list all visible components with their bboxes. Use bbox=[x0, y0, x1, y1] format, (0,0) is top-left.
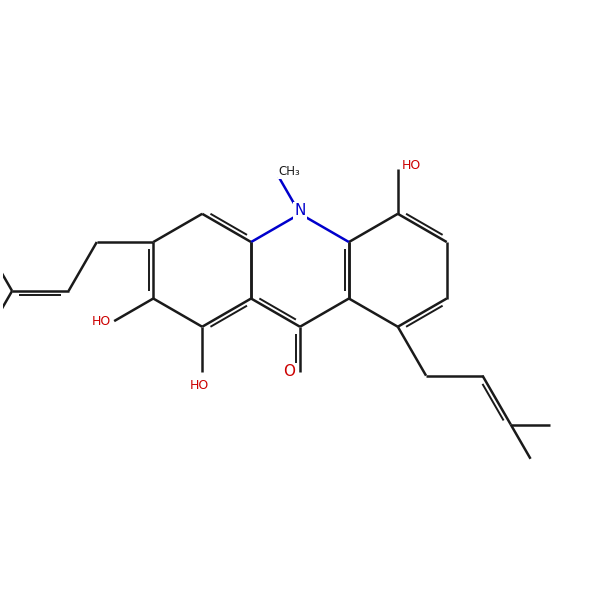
Text: HO: HO bbox=[91, 314, 111, 328]
Text: O: O bbox=[283, 364, 295, 379]
Text: HO: HO bbox=[190, 379, 209, 392]
Text: HO: HO bbox=[401, 159, 421, 172]
Text: N: N bbox=[295, 203, 305, 218]
Text: CH₃: CH₃ bbox=[278, 164, 301, 178]
